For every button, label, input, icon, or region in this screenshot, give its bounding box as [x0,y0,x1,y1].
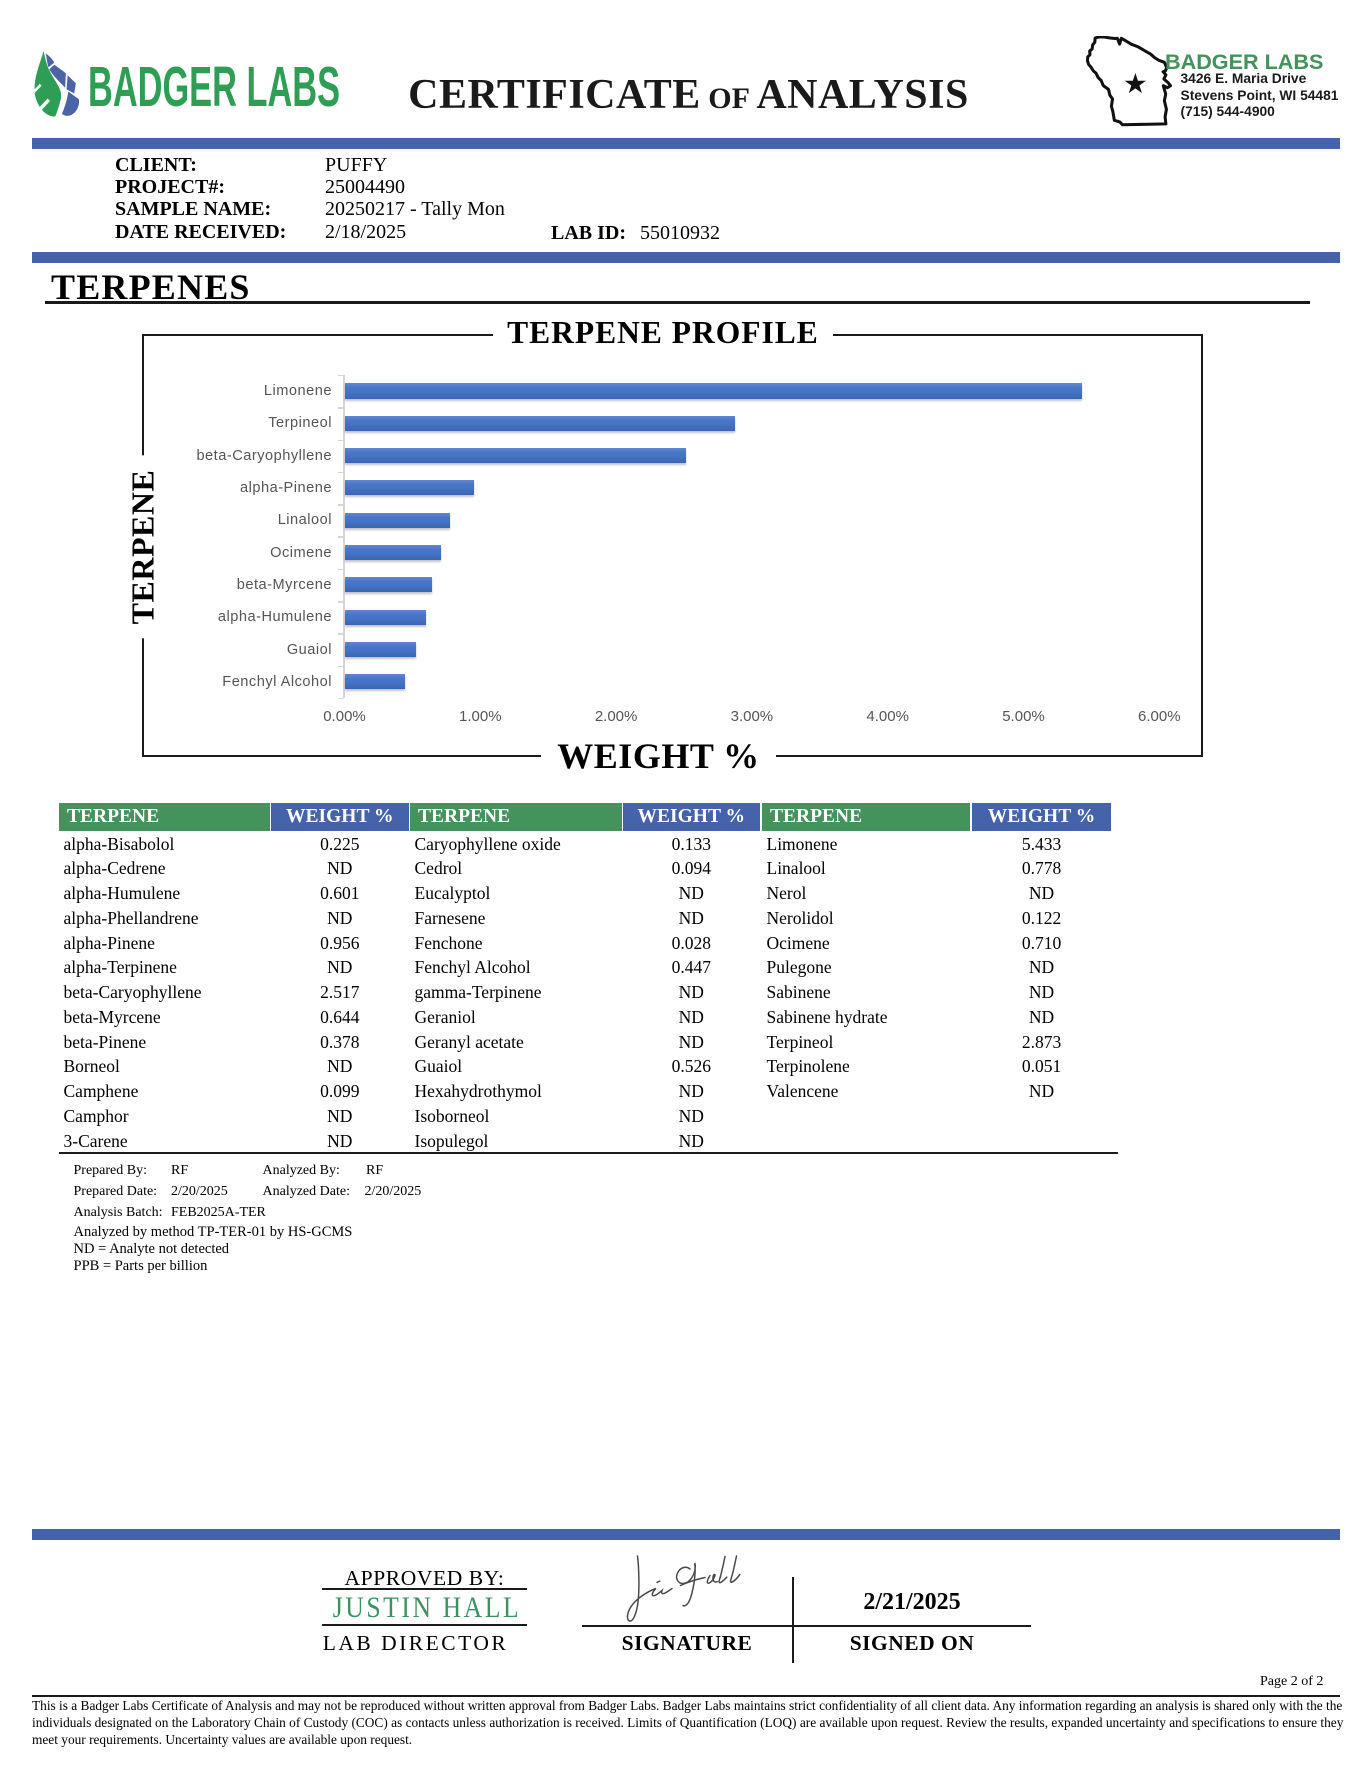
svg-text:BADGER LABS: BADGER LABS [88,55,340,119]
